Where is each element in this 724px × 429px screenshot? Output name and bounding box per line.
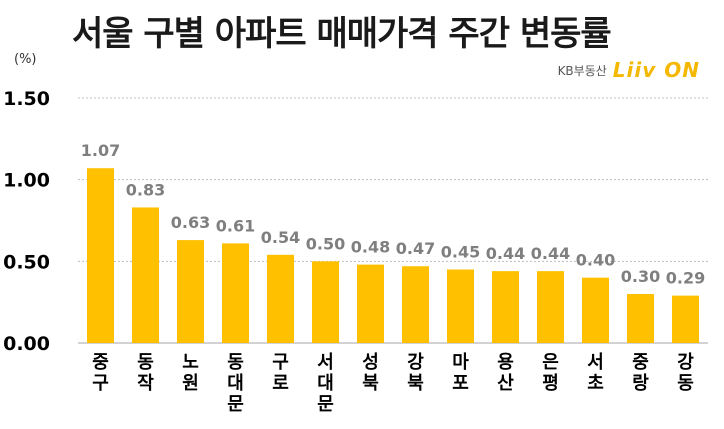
bar: [312, 261, 339, 343]
data-label: 0.47: [396, 239, 435, 258]
y-unit-label: (%): [14, 52, 37, 67]
brand-logo-mark: Liiv ON: [612, 58, 700, 82]
data-label: 0.83: [126, 180, 165, 199]
data-label: 0.54: [261, 228, 300, 247]
bar: [87, 168, 114, 343]
brand-text: KB부동산: [557, 63, 607, 78]
bar: [267, 254, 294, 343]
bar: [402, 266, 429, 343]
brand-logo: KB부동산 Liiv ON: [558, 58, 700, 82]
data-label: 0.44: [486, 244, 525, 263]
bar: [537, 271, 564, 343]
chart-title: 서울 구별 아파트 매매가격 주간 변동률: [72, 14, 612, 54]
bar: [582, 277, 609, 343]
bar: [132, 207, 159, 343]
data-label: 0.50: [306, 234, 345, 253]
data-label: 0.48: [351, 238, 390, 257]
bar: [357, 264, 384, 343]
y-tick-label: 1.50: [3, 88, 50, 110]
bar: [492, 271, 519, 343]
data-label: 0.61: [216, 216, 255, 235]
y-tick-label: 0.50: [3, 251, 50, 273]
data-label: 0.63: [171, 213, 210, 232]
data-label: 0.40: [576, 251, 615, 270]
data-label: 0.30: [621, 267, 660, 286]
data-label: 0.29: [666, 269, 705, 288]
bar: [222, 243, 249, 343]
y-tick-label: 0.00: [3, 333, 50, 355]
y-tick-label: 1.00: [3, 170, 50, 192]
bar: [627, 294, 654, 343]
bar: [672, 295, 699, 343]
bar: [177, 240, 204, 343]
data-label: 1.07: [81, 141, 120, 160]
data-label: 0.44: [531, 244, 570, 263]
data-label: 0.45: [441, 243, 480, 262]
bar: [447, 269, 474, 343]
